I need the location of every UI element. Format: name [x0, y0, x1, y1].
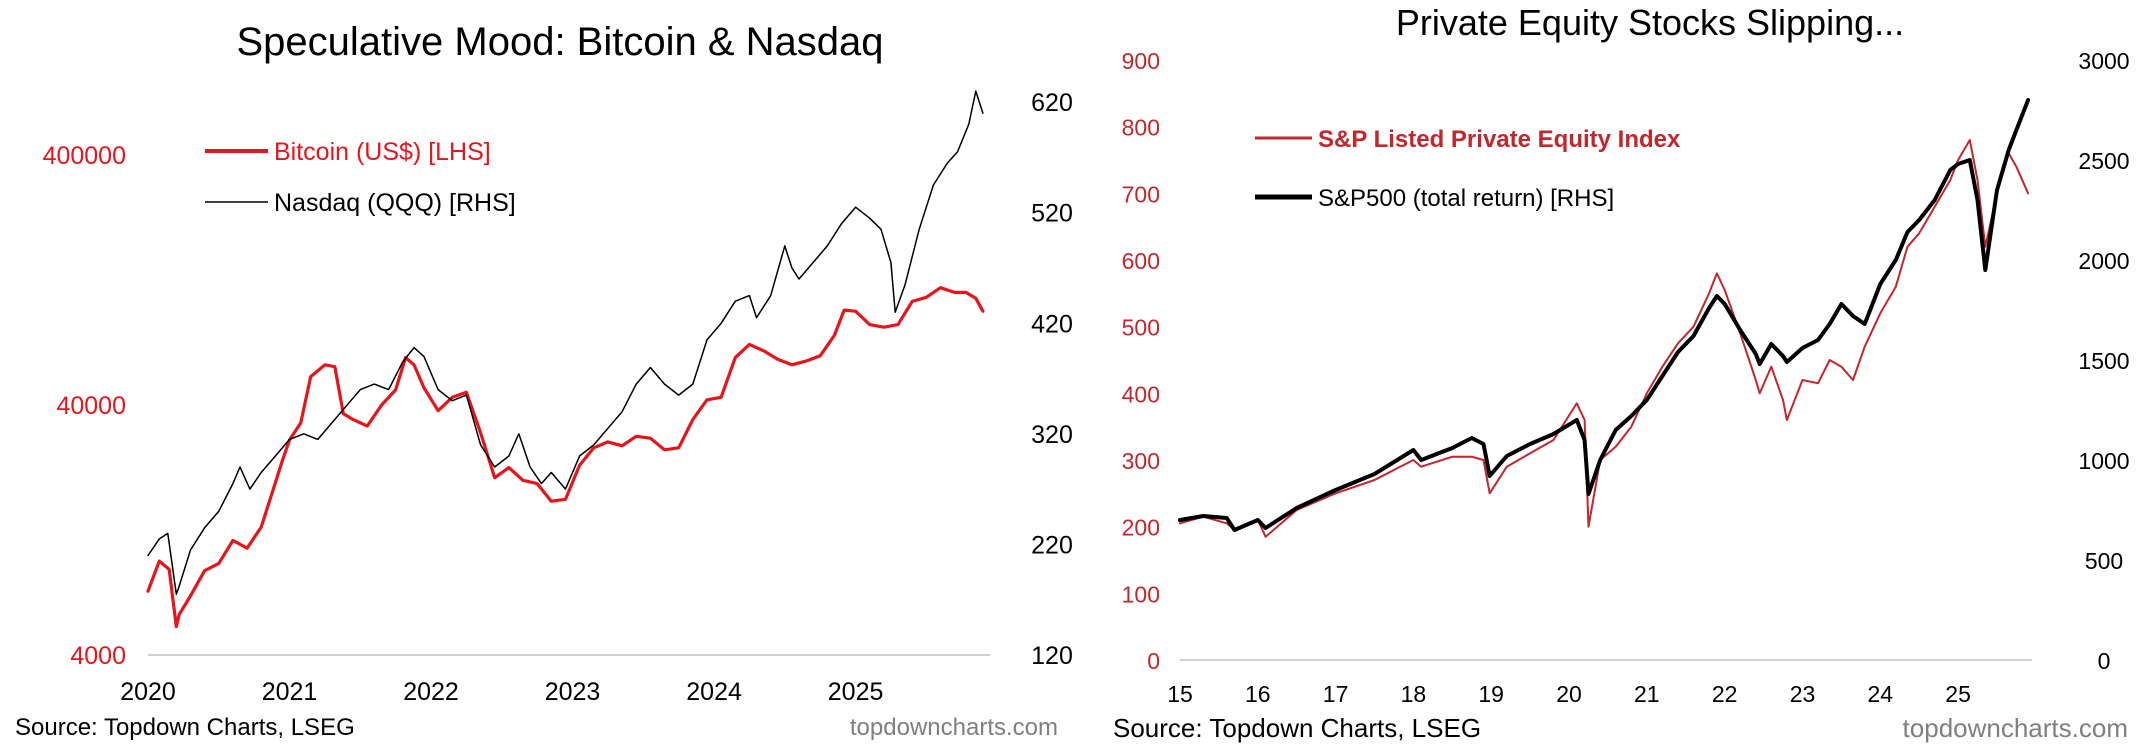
- right-axis-tick-labels: 0 500 1000 1500 2000 2500 3000: [2078, 48, 2129, 674]
- right-axis-tick-label: 320: [1031, 421, 1073, 449]
- left-axis-tick-label: 700: [1122, 181, 1160, 207]
- x-tick-label: 18: [1401, 681, 1427, 707]
- left-axis-tick-label: 600: [1122, 248, 1160, 274]
- x-tick-label: 16: [1245, 681, 1271, 707]
- series-line-primary: [1179, 139, 2030, 538]
- watermark: topdowncharts.com: [850, 714, 1058, 741]
- watermark: topdowncharts.com: [1903, 713, 2128, 743]
- right-axis-tick-label: 1000: [2078, 448, 2129, 474]
- x-tick-label: 24: [1868, 681, 1894, 707]
- left-axis-tick-label: 400: [1122, 381, 1160, 407]
- x-tick-label: 2022: [403, 678, 459, 706]
- left-axis-tick-label: 800: [1122, 115, 1160, 141]
- chart-private-equity: Private Equity Stocks Slipping... 15 16 17…: [1113, 2, 2130, 743]
- series-line-secondary: [1178, 98, 2031, 532]
- source-note: Source: Topdown Charts, LSEG: [15, 714, 355, 741]
- right-axis-tick-label: 120: [1031, 642, 1073, 670]
- left-axis-tick-labels: 0 100 200 300 400 500 600 700 800 900: [1122, 48, 1160, 674]
- x-tick-label: 20: [1556, 681, 1582, 707]
- x-tick-label: 25: [1945, 681, 1971, 707]
- legend-label-sp500: S&P500 (total return) [RHS]: [1318, 185, 1614, 212]
- x-tick-label: 15: [1167, 681, 1193, 707]
- left-axis-tick-label: 300: [1122, 448, 1160, 474]
- left-axis-tick-label: 200: [1122, 515, 1160, 541]
- series-line-primary: [146, 286, 985, 629]
- legend: S&P Listed Private Equity Index S&P500 (…: [1255, 126, 1681, 212]
- legend: Bitcoin (US$) [LHS] Nasdaq (QQQ) [RHS]: [205, 138, 516, 217]
- left-axis-tick-label: 0: [1147, 648, 1160, 674]
- source-note: Source: Topdown Charts, LSEG: [1113, 713, 1481, 743]
- right-axis-tick-label: 220: [1031, 531, 1073, 559]
- x-tick-label: 2021: [262, 678, 318, 706]
- right-axis-tick-label: 500: [2085, 548, 2123, 574]
- chart-bitcoin-nasdaq: Speculative Mood: Bitcoin & Nasdaq 2020 2…: [15, 20, 1073, 741]
- series-line-secondary: [147, 90, 984, 595]
- chart-title: Private Equity Stocks Slipping...: [1396, 2, 1904, 43]
- x-tick-label: 19: [1478, 681, 1504, 707]
- legend-label-pe: S&P Listed Private Equity Index: [1318, 126, 1681, 153]
- right-axis-tick-label: 420: [1031, 310, 1073, 338]
- chart-title: Speculative Mood: Bitcoin & Nasdaq: [236, 20, 883, 64]
- legend-label-nasdaq: Nasdaq (QQQ) [RHS]: [274, 189, 516, 217]
- left-axis-tick-label: 40000: [56, 392, 126, 420]
- right-axis-tick-label: 2000: [2078, 248, 2129, 274]
- x-tick-label: 23: [1790, 681, 1816, 707]
- x-tick-label: 2023: [545, 678, 601, 706]
- legend-label-bitcoin: Bitcoin (US$) [LHS]: [274, 138, 491, 166]
- left-axis-tick-label: 500: [1122, 315, 1160, 341]
- x-tick-label: 2024: [686, 678, 742, 706]
- left-axis-tick-label: 4000: [70, 642, 126, 670]
- x-tick-labels: 2020 2021 2022 2023 2024 2025: [120, 678, 883, 706]
- left-axis-tick-label: 900: [1122, 48, 1160, 74]
- right-axis-tick-label: 1500: [2078, 348, 2129, 374]
- series-layer: [1178, 98, 2031, 538]
- right-axis-tick-labels: 120 220 320 420 520 620: [1031, 89, 1073, 670]
- x-tick-labels: 15 16 17 18 19 20 21 22 23 24 25: [1167, 681, 1971, 707]
- x-tick-label: 17: [1323, 681, 1349, 707]
- x-tick-label: 2025: [828, 678, 884, 706]
- right-axis-tick-label: 2500: [2078, 148, 2129, 174]
- series-layer: [146, 90, 985, 629]
- left-axis-tick-label: 400000: [43, 142, 126, 170]
- right-axis-tick-label: 3000: [2078, 48, 2129, 74]
- right-axis-tick-label: 520: [1031, 200, 1073, 228]
- right-axis-tick-label: 0: [2098, 648, 2111, 674]
- x-tick-label: 21: [1634, 681, 1660, 707]
- left-axis-tick-label: 100: [1122, 581, 1160, 607]
- x-tick-label: 22: [1712, 681, 1738, 707]
- left-axis-tick-labels: 4000 40000 400000: [43, 142, 126, 670]
- x-tick-label: 2020: [120, 678, 176, 706]
- right-axis-tick-label: 620: [1031, 89, 1073, 117]
